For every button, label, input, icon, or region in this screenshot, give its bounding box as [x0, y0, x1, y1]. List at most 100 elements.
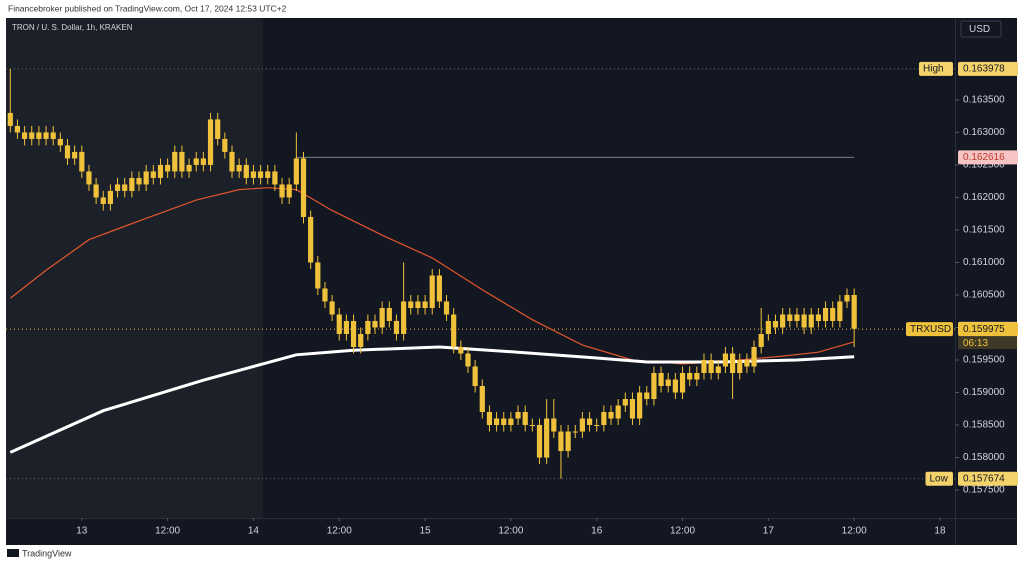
y-tick-label: 0.161000 — [963, 257, 1005, 268]
candle-body — [594, 425, 600, 427]
candle-body — [107, 190, 114, 204]
candle-body — [637, 392, 643, 419]
price-tag — [958, 61, 1018, 76]
candle-body — [236, 164, 242, 172]
price-tag — [958, 150, 1018, 165]
candle-body — [43, 132, 49, 139]
candle-body — [515, 412, 521, 419]
candle-body — [708, 360, 714, 374]
candle-body — [722, 353, 729, 367]
candle-body — [36, 132, 42, 139]
candle-body — [737, 360, 743, 374]
y-tick-label: 0.162500 — [963, 160, 1005, 171]
candle-body — [586, 418, 593, 426]
candle-body — [751, 346, 757, 367]
label-tag — [919, 61, 953, 76]
candle-body — [622, 399, 628, 406]
candle-body — [336, 314, 342, 334]
x-tick-label: 14 — [248, 526, 260, 537]
candle-body — [672, 379, 678, 393]
candle-body — [100, 197, 106, 204]
candle-body — [572, 431, 578, 433]
candle-body — [815, 314, 822, 321]
candle-body — [165, 164, 171, 172]
price-tag-value: 0.159975 — [963, 324, 1005, 335]
candle-body — [765, 320, 771, 334]
candle-body — [608, 412, 614, 419]
candle-body — [551, 418, 557, 432]
candle-body — [265, 171, 271, 178]
candle-body — [544, 418, 550, 458]
symbol-title: TRON / U. S. Dollar, 1h, KRAKEN — [12, 23, 133, 32]
y-tick-label: 0.160500 — [963, 290, 1005, 301]
candle-body — [486, 412, 493, 426]
x-tick-label: 12:00 — [670, 526, 695, 537]
candle-body — [386, 307, 392, 321]
candle-body — [21, 132, 28, 139]
candle-body — [365, 320, 371, 334]
candle-body — [558, 431, 564, 452]
y-tick-label: 0.157500 — [963, 485, 1005, 496]
label-tag-text: Low — [930, 473, 949, 484]
candle-body — [186, 164, 192, 172]
candle-body — [851, 294, 857, 329]
y-tick-label: 0.158500 — [963, 420, 1005, 431]
price-tag-value: 0.162616 — [963, 152, 1005, 163]
candle-body — [794, 314, 800, 321]
candle-body — [150, 171, 156, 178]
label-tag-text: High — [923, 63, 944, 74]
candle-body — [408, 301, 414, 308]
candle-body — [358, 333, 364, 347]
candle-body — [501, 418, 507, 426]
candle-body — [93, 184, 99, 198]
candle-body — [615, 405, 621, 419]
candle-body — [801, 314, 807, 328]
candle-body — [72, 151, 78, 159]
candle-body — [565, 431, 571, 452]
candle-body — [7, 112, 13, 126]
candle-body — [379, 307, 385, 328]
candle-body — [300, 158, 307, 217]
countdown-tag — [958, 336, 1018, 350]
candle-body — [257, 171, 264, 178]
candle-body — [157, 164, 164, 178]
candle-body — [200, 158, 206, 165]
candle-body — [393, 320, 400, 334]
y-tick-label: 0.163500 — [963, 95, 1005, 106]
publisher-note: Financebroker published on TradingView.c… — [8, 3, 287, 13]
candle-body — [744, 360, 750, 367]
candle-body — [29, 132, 35, 139]
price-tag — [958, 322, 1018, 337]
x-tick-label: 18 — [934, 526, 946, 537]
candle-body — [143, 171, 149, 185]
candle-body — [415, 301, 421, 308]
candle-body — [844, 294, 850, 302]
price-tag-value: 0.163978 — [963, 63, 1005, 74]
candle-body — [729, 353, 736, 374]
candle-body — [122, 184, 128, 191]
x-tick-label: 12:00 — [498, 526, 523, 537]
candle-body — [772, 320, 779, 328]
candle-body — [479, 386, 485, 413]
x-tick-label: 12:00 — [842, 526, 867, 537]
x-tick-label: 12:00 — [327, 526, 352, 537]
candle-body — [601, 412, 607, 426]
candle-body — [665, 379, 671, 387]
label-tag — [906, 322, 953, 337]
y-tick-label: 0.158000 — [963, 452, 1005, 463]
y-tick-label: 0.159000 — [963, 387, 1005, 398]
candle-body — [830, 307, 836, 321]
candle-body — [808, 314, 814, 328]
currency-box[interactable] — [960, 20, 1002, 38]
x-tick-label: 16 — [591, 526, 603, 537]
y-tick-label: 0.159500 — [963, 355, 1005, 366]
candle-body — [687, 373, 693, 380]
candle-body — [372, 320, 378, 328]
candle-body — [136, 177, 142, 185]
candle-body — [529, 425, 535, 427]
candle-body — [780, 314, 786, 328]
candle-body — [472, 366, 478, 387]
candle-body — [422, 301, 428, 308]
candle-body — [644, 392, 650, 400]
